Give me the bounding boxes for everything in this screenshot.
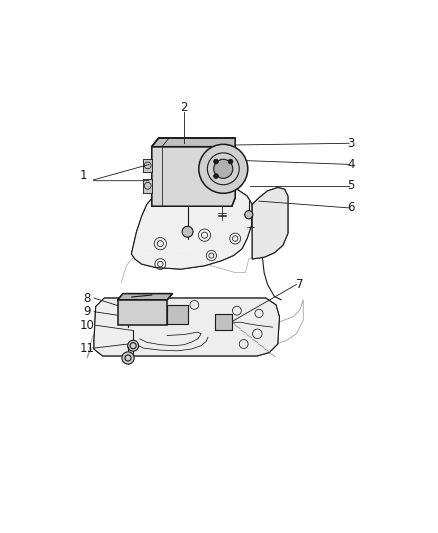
Polygon shape bbox=[94, 298, 279, 356]
Circle shape bbox=[213, 159, 232, 179]
Polygon shape bbox=[117, 294, 172, 300]
Text: 7: 7 bbox=[295, 278, 303, 291]
Circle shape bbox=[244, 211, 252, 219]
Polygon shape bbox=[152, 138, 235, 147]
Bar bbox=[167, 305, 187, 324]
Circle shape bbox=[213, 159, 218, 164]
Text: 1: 1 bbox=[80, 169, 87, 182]
Text: 8: 8 bbox=[83, 292, 91, 304]
Text: 2: 2 bbox=[180, 101, 187, 114]
Text: 3: 3 bbox=[346, 137, 354, 150]
Circle shape bbox=[127, 340, 138, 351]
Circle shape bbox=[124, 315, 132, 323]
Polygon shape bbox=[251, 188, 287, 259]
Bar bbox=[214, 314, 231, 330]
Text: 10: 10 bbox=[80, 319, 95, 332]
Text: 9: 9 bbox=[83, 305, 91, 318]
Circle shape bbox=[122, 352, 134, 364]
Circle shape bbox=[228, 159, 233, 164]
Polygon shape bbox=[152, 138, 235, 206]
Text: 11: 11 bbox=[80, 342, 95, 354]
Circle shape bbox=[182, 227, 193, 237]
Bar bbox=[117, 300, 167, 325]
Polygon shape bbox=[131, 184, 251, 269]
Text: 5: 5 bbox=[346, 179, 354, 192]
Text: 4: 4 bbox=[346, 158, 354, 171]
Circle shape bbox=[198, 144, 247, 193]
Circle shape bbox=[213, 174, 218, 179]
Polygon shape bbox=[143, 179, 152, 192]
Polygon shape bbox=[143, 159, 152, 172]
Text: 6: 6 bbox=[346, 201, 354, 214]
